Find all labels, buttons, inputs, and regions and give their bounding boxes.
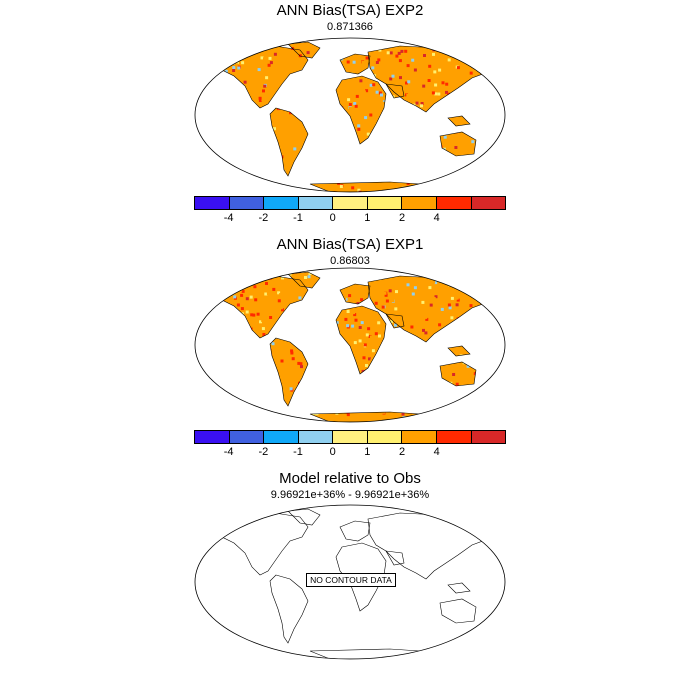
panel3-map (194, 504, 506, 660)
colorbar-swatch (436, 197, 472, 209)
coastline (335, 542, 387, 612)
colorbar-tick-label: 0 (329, 212, 336, 224)
coastline (447, 345, 471, 357)
colorbar-swatch (333, 197, 368, 209)
colorbar-tick-label: 4 (433, 446, 440, 458)
coastline (339, 53, 371, 75)
colorbar-tick-label: 2 (398, 446, 406, 458)
colorbar-swatch (402, 431, 437, 443)
panel1-subtitle: 0.871366 (327, 21, 373, 33)
coastline (339, 283, 371, 305)
colorbar-swatch (367, 197, 403, 209)
panel3-title: Model relative to Obs (279, 470, 421, 487)
colorbar-tick-label: -2 (258, 446, 269, 458)
colorbar-swatch (436, 431, 472, 443)
coastline (335, 305, 387, 375)
coastline (385, 313, 405, 329)
panel2-map-border (194, 267, 506, 423)
colorbar-swatch (333, 431, 368, 443)
no-contour-data-label: NO CONTOUR DATA (306, 573, 396, 587)
coastline (335, 75, 387, 145)
panel1-colorbar-labels: -4 -2 -1 0 1 2 4 (194, 212, 506, 226)
colorbar-swatch (402, 197, 437, 209)
coastline (287, 508, 321, 526)
panel2-subtitle: 0.86803 (330, 255, 370, 267)
colorbar-swatch (471, 431, 506, 443)
colorbar-tick-label: 4 (433, 212, 440, 224)
coastline (439, 598, 477, 624)
panel2-title: ANN Bias(TSA) EXP1 (276, 236, 424, 253)
panel3-subtitle: 9.96921e+36% - 9.96921e+36% (270, 489, 430, 501)
panel1-map-border (194, 37, 506, 193)
colorbar-tick-label: 0 (329, 446, 336, 458)
colorbar-swatch (298, 431, 334, 443)
coastline (385, 550, 405, 566)
colorbar-tick-label: -2 (258, 212, 269, 224)
colorbar-swatch (471, 197, 506, 209)
coastline (447, 115, 471, 127)
coastline (339, 520, 371, 542)
panel2-map (194, 267, 506, 423)
panel1-map (194, 37, 506, 193)
colorbar-tick-label: -4 (223, 212, 234, 224)
panel1-colorbar (194, 196, 506, 210)
panel2-colorbar-labels: -4 -2 -1 0 1 2 4 (194, 446, 506, 460)
colorbar-tick-label: 1 (364, 446, 371, 458)
coastline (385, 83, 405, 99)
colorbar-swatch (264, 197, 299, 209)
coastline (447, 582, 471, 594)
colorbar-tick-label: 2 (398, 212, 406, 224)
colorbar-swatch (264, 431, 299, 443)
colorbar-swatch (298, 197, 334, 209)
colorbar-swatch (195, 431, 230, 443)
coastline (269, 337, 309, 407)
coastline (219, 45, 309, 109)
coastline (287, 41, 321, 59)
panel1-title: ANN Bias(TSA) EXP2 (276, 2, 424, 19)
colorbar-swatch (195, 197, 230, 209)
coastline (269, 574, 309, 644)
colorbar-swatch (229, 197, 265, 209)
colorbar-tick-label: -4 (223, 446, 234, 458)
colorbar-swatch (367, 431, 403, 443)
panel2-colorbar (194, 430, 506, 444)
coastline (367, 512, 491, 580)
panel3-map-border (194, 504, 506, 660)
colorbar-swatch (229, 431, 265, 443)
colorbar-tick-label: -1 (293, 212, 303, 224)
coastline (269, 107, 309, 177)
coastline (219, 512, 309, 576)
coastline (287, 271, 321, 289)
coastline (439, 131, 477, 157)
colorbar-tick-label: -1 (293, 446, 303, 458)
coastline (219, 275, 309, 339)
coastline (439, 361, 477, 387)
colorbar-tick-label: 1 (364, 212, 371, 224)
